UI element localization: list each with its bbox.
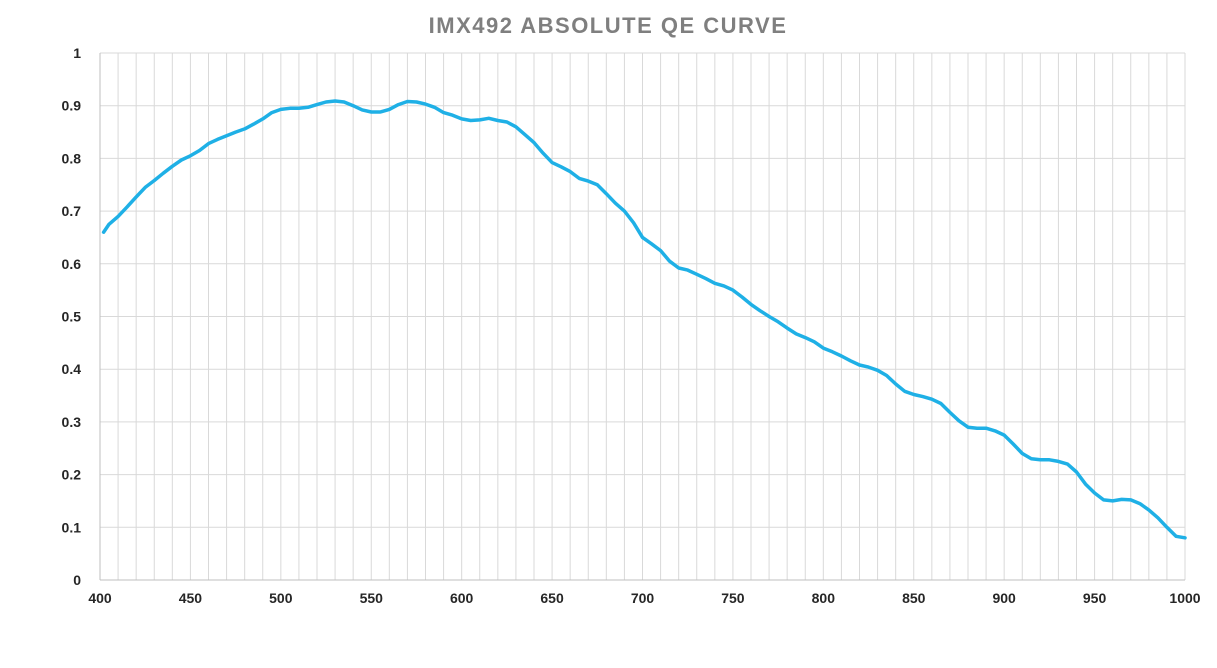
chart-title: IMX492 ABSOLUTE QE CURVE	[429, 13, 788, 38]
x-axis-ticks: 400 450 500 550 600 650 700 750 800 850 900 950 1000	[88, 590, 1200, 606]
x-tick-label: 650	[540, 590, 564, 606]
x-tick-label: 450	[179, 590, 203, 606]
x-tick-label: 1000	[1169, 590, 1200, 606]
x-tick-label: 950	[1083, 590, 1107, 606]
y-tick-label: 0.1	[62, 519, 82, 535]
y-tick-label: 0.6	[62, 256, 82, 272]
y-axis-ticks: 0 0.1 0.2 0.3 0.4 0.5 0.6 0.7 0.8 0.9 1	[62, 45, 82, 588]
x-tick-label: 850	[902, 590, 926, 606]
x-tick-label: 400	[88, 590, 112, 606]
grid	[100, 52, 1186, 580]
x-tick-label: 800	[812, 590, 836, 606]
y-tick-label: 0	[73, 572, 81, 588]
y-tick-label: 1	[73, 45, 81, 61]
y-tick-label: 0.9	[62, 98, 82, 114]
y-tick-label: 0.2	[62, 467, 82, 483]
y-tick-label: 0.3	[62, 414, 82, 430]
qe-series-line	[101, 99, 1187, 540]
y-tick-label: 0.4	[62, 361, 82, 377]
y-tick-label: 0.8	[62, 150, 82, 166]
y-tick-label: 0.7	[62, 203, 82, 219]
y-tick-label: 0.5	[62, 309, 82, 325]
x-tick-label: 550	[360, 590, 384, 606]
x-tick-label: 600	[450, 590, 474, 606]
axes	[99, 53, 1185, 581]
series-layer	[101, 99, 1187, 540]
x-tick-label: 900	[992, 590, 1016, 606]
x-tick-label: 700	[631, 590, 655, 606]
x-tick-label: 500	[269, 590, 293, 606]
x-tick-label: 750	[721, 590, 745, 606]
